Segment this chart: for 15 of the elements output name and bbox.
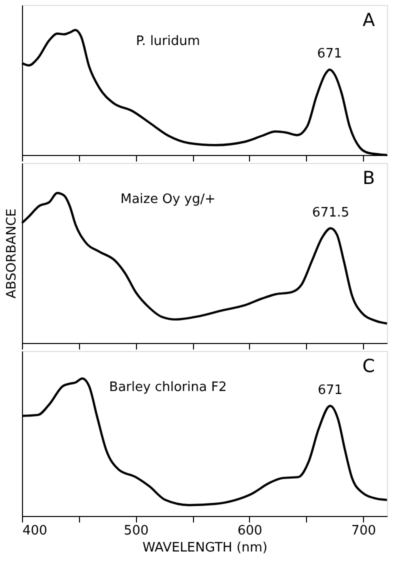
x-tick-label: 500	[124, 524, 149, 538]
x-tick-label: 600	[238, 524, 262, 538]
x-tick-label: 700	[351, 524, 376, 538]
x-tick-label: 400	[22, 524, 48, 538]
y-axis-title: ABSORBANCE	[4, 208, 20, 298]
text: C	[362, 356, 375, 377]
annotation: Barley chlorina F2	[109, 380, 227, 395]
x-axis-title: WAVELENGTH (nm)	[142, 540, 268, 556]
text: B	[362, 168, 375, 189]
annotation: P. luridum	[136, 34, 200, 49]
annotation: A	[362, 10, 376, 31]
annotation: 671.5	[312, 205, 350, 220]
annotation: 671	[317, 46, 342, 62]
annotation: 671	[318, 382, 343, 398]
annotation: Maize Oy yg/+	[120, 192, 216, 207]
